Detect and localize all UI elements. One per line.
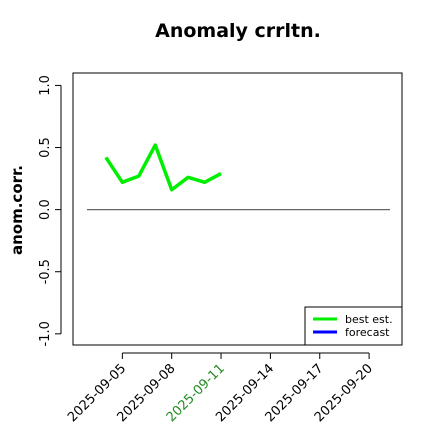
plot-frame: [72, 72, 403, 346]
y-tick-label: -1.0: [38, 321, 53, 346]
y-tick-label: 0.5: [38, 137, 53, 158]
legend-label: forecast: [345, 326, 390, 339]
chart-title: Anomaly crrltn.: [155, 20, 321, 42]
data-line: [104, 143, 222, 192]
legend-label: best est.: [345, 313, 393, 326]
y-axis-label: anom.corr.: [8, 165, 26, 255]
y-tick-label: -0.5: [38, 259, 53, 284]
legend-box: [304, 306, 403, 346]
y-tick-label: 1.0: [38, 75, 53, 96]
y-tick-label: 0.0: [38, 199, 53, 220]
